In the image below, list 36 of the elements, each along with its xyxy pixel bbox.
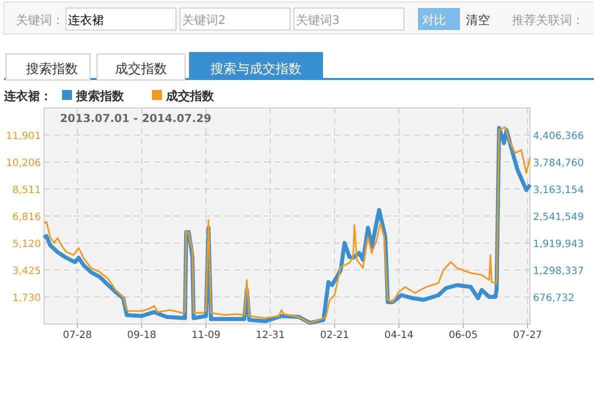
y2-tick-label: 1,298,337: [533, 266, 584, 277]
y-tick-label: 11,901: [6, 131, 41, 142]
y-tick-label: 8,511: [12, 184, 41, 196]
y2-tick-label: 3,784,760: [533, 158, 584, 169]
y-tick-label: 5,120: [12, 239, 41, 250]
text: 连衣裙: [68, 13, 104, 27]
x-tick-label: 07-27: [512, 330, 542, 341]
x-tick-label: 07-28: [62, 330, 92, 341]
text: 对比: [422, 13, 446, 27]
text: 搜索指数: [26, 62, 78, 77]
text: 搜索与成交指数: [210, 61, 302, 77]
x-tick-label: 12-31: [256, 330, 285, 341]
legend-title: 连衣裙：: [3, 89, 52, 103]
text: 关键词2: [182, 13, 226, 27]
y2-tick-label: 2,541,549: [533, 212, 584, 223]
chart-title: 2013.07.01 - 2014.07.29: [60, 112, 212, 125]
y2-tick-label: 676,732: [533, 293, 574, 304]
y2-tick-label: 4,406,366: [533, 131, 584, 142]
x-tick-label: 04-14: [384, 330, 414, 341]
x-tick-label: 06-05: [448, 330, 478, 341]
y-tick-label: 3,425: [12, 266, 41, 278]
y2-tick-label: 3,163,154: [533, 185, 584, 196]
x-tick-label: 11-09: [191, 330, 221, 341]
x-tick-label: 02-21: [320, 330, 350, 341]
text: 成交指数: [115, 61, 167, 77]
text: 推荐关联词：: [512, 13, 584, 27]
y-tick-label: 10,206: [6, 158, 41, 169]
legend-label: 成交指数: [165, 89, 215, 103]
text: 关键词：: [16, 13, 64, 27]
text: 清空: [466, 13, 490, 27]
y-tick-label: 1,730: [12, 293, 41, 304]
x-tick-label: 09-18: [127, 330, 156, 341]
y2-tick-label: 1,919,943: [533, 239, 584, 250]
y-tick-label: 6,816: [12, 212, 41, 223]
text: 关键词3: [296, 13, 340, 27]
legend-label: 搜索指数: [75, 89, 125, 103]
